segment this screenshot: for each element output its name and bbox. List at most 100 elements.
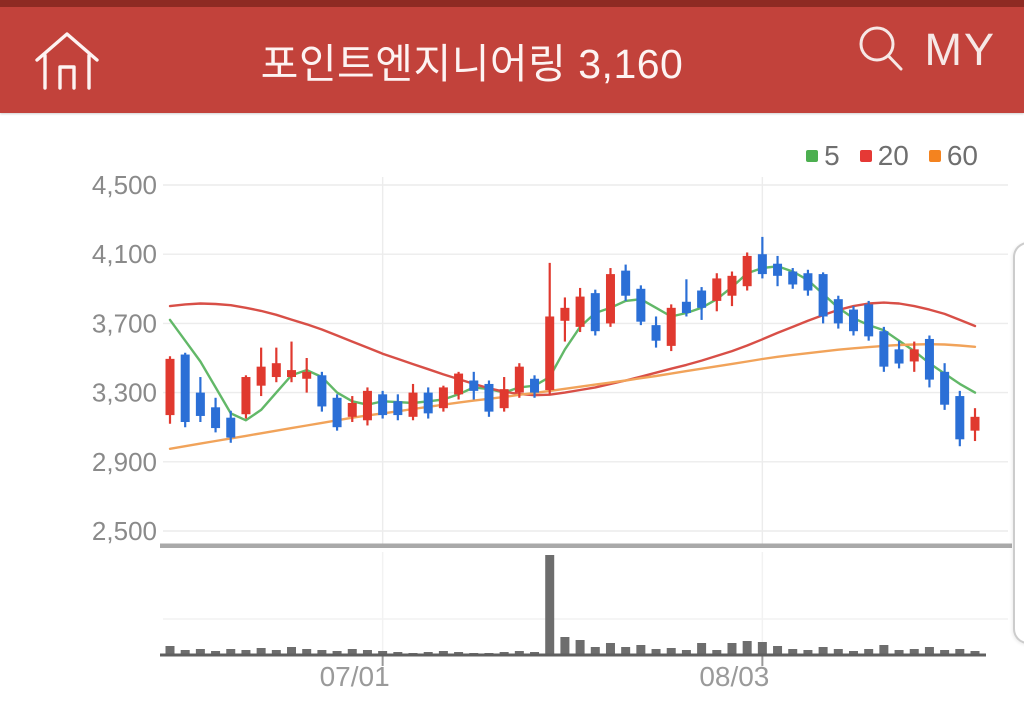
volume-bar[interactable] [195,649,205,655]
volume-bar[interactable] [165,646,175,655]
my-menu-button[interactable]: MY [924,24,996,75]
candle[interactable] [773,255,783,287]
candle[interactable] [697,287,707,320]
candle[interactable] [408,383,418,421]
candle[interactable] [165,356,175,424]
volume-bar[interactable] [514,651,524,655]
volume-bar[interactable] [788,649,798,655]
side-drawer-handle[interactable] [1013,242,1024,644]
volume-bar[interactable] [818,647,828,655]
candle[interactable] [803,269,813,296]
volume-bar[interactable] [757,642,767,655]
candle[interactable] [788,268,798,289]
volume-bar[interactable] [681,650,691,655]
candle[interactable] [970,408,980,442]
volume-bar[interactable] [226,649,236,655]
candle[interactable] [256,347,266,397]
candle[interactable] [666,304,676,352]
candle[interactable] [454,371,464,400]
volume-bar[interactable] [636,645,646,655]
volume-bar[interactable] [438,651,448,655]
volume-bar[interactable] [180,650,190,655]
candle[interactable] [955,390,965,447]
candle[interactable] [438,385,448,412]
candle[interactable] [317,371,327,412]
candle[interactable] [894,340,904,369]
volume-bar[interactable] [955,649,965,655]
candle[interactable] [332,394,342,431]
candle[interactable] [712,273,722,312]
candle[interactable] [180,352,190,428]
volume-bar[interactable] [362,650,372,655]
candle[interactable] [681,279,691,317]
candle[interactable] [347,396,357,423]
candle[interactable] [287,341,297,383]
candle[interactable] [514,363,524,398]
candle[interactable] [757,236,767,279]
volume-bar[interactable] [605,643,615,655]
volume-bar[interactable] [848,651,858,655]
candle[interactable] [302,358,312,393]
candle[interactable] [727,271,737,307]
volume-bar[interactable] [879,645,889,655]
candle[interactable] [423,387,433,419]
candle[interactable] [833,295,843,329]
candle[interactable] [636,285,646,326]
volume-bar[interactable] [575,640,585,655]
candle[interactable] [575,287,585,333]
volume-bar[interactable] [347,649,357,655]
volume-bar[interactable] [773,646,783,655]
volume-bar[interactable] [590,647,600,655]
candle[interactable] [909,341,919,372]
volume-bar[interactable] [271,650,281,655]
candle[interactable] [499,377,509,412]
volume-bar[interactable] [545,555,555,655]
candle[interactable] [818,272,828,324]
candle[interactable] [241,375,251,419]
volume-bar[interactable] [211,651,221,655]
candle[interactable] [545,262,555,395]
volume-bar[interactable] [287,647,297,655]
home-button[interactable] [34,29,100,91]
volume-bar[interactable] [742,641,752,655]
candle[interactable] [605,268,615,327]
candle[interactable] [195,377,205,423]
candle[interactable] [393,394,403,421]
volume-bar[interactable] [970,651,980,655]
candle[interactable] [226,410,236,443]
candle[interactable] [484,380,494,417]
volume-bar[interactable] [666,648,676,655]
candle[interactable] [590,289,600,336]
volume-bar[interactable] [909,649,919,655]
volume-bar[interactable] [302,649,312,655]
candle[interactable] [211,397,221,433]
candle[interactable] [924,335,934,388]
candle[interactable] [378,390,388,419]
candle[interactable] [469,371,479,400]
candle[interactable] [530,375,540,398]
volume-bar[interactable] [894,650,904,655]
volume-bar[interactable] [317,650,327,655]
volume-bar[interactable] [378,651,388,655]
candle[interactable] [848,306,858,336]
candle[interactable] [742,252,752,291]
volume-bar[interactable] [924,647,934,655]
volume-bar[interactable] [803,650,813,655]
volume-bar[interactable] [621,647,631,655]
volume-bar[interactable] [241,650,251,655]
search-button[interactable] [853,21,911,79]
volume-bar[interactable] [256,648,266,655]
volume-bar[interactable] [560,637,570,655]
volume-bar[interactable] [940,650,950,655]
volume-bar[interactable] [833,649,843,655]
volume-bar[interactable] [864,649,874,655]
candle[interactable] [621,264,631,301]
volume-bar[interactable] [727,643,737,655]
volume-bar[interactable] [712,650,722,655]
candle[interactable] [651,316,661,348]
volume-bar[interactable] [697,643,707,655]
volume-bar[interactable] [332,651,342,655]
candle[interactable] [879,326,889,372]
candle[interactable] [271,347,281,383]
